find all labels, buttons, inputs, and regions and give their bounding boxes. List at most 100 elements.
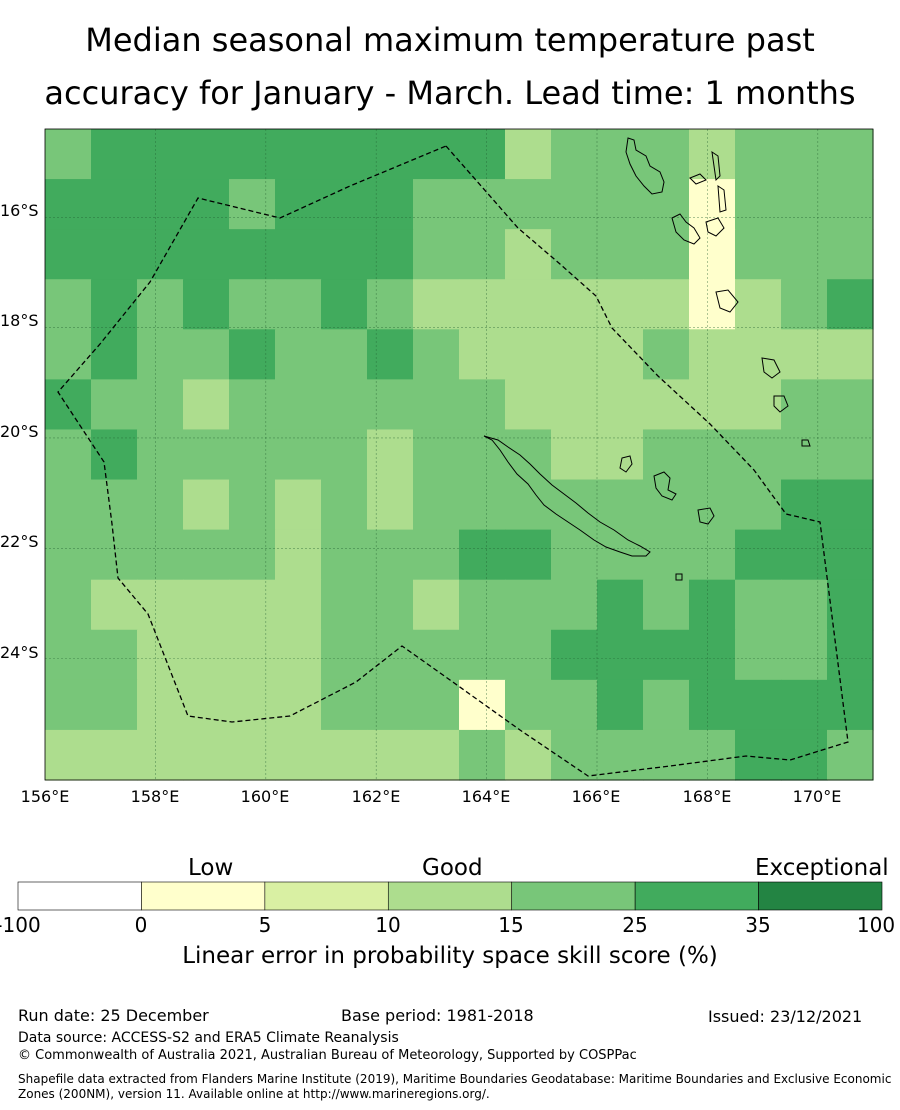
- grid-cell: [689, 329, 736, 380]
- grid-cell: [321, 279, 368, 330]
- grid-cell: [367, 129, 414, 180]
- grid-cell: [229, 279, 276, 330]
- aneityum-coastline: [773, 395, 789, 413]
- grid-cell: [551, 129, 598, 180]
- grid-cell: [735, 479, 782, 531]
- grid-cell: [597, 729, 644, 781]
- grid-cell: [827, 579, 874, 631]
- grid-cell: [643, 229, 690, 280]
- grid-cell: [735, 529, 782, 581]
- grid-cell: [413, 329, 460, 380]
- grid-cell: [367, 479, 414, 531]
- grid-cell: [137, 279, 184, 330]
- grid-cell: [505, 329, 552, 380]
- grid-cell: [643, 479, 690, 531]
- grid-cell: [643, 179, 690, 230]
- grid-cell: [551, 529, 598, 581]
- ambae-coastline: [689, 173, 707, 185]
- grid-cell: [413, 679, 460, 731]
- grid-cell: [321, 579, 368, 631]
- isle-of-pines-coastline: [675, 573, 683, 581]
- grid-cell: [597, 529, 644, 581]
- grid-cell: [781, 529, 828, 581]
- grid-cell: [551, 229, 598, 280]
- colorbar-segment: [758, 881, 883, 911]
- grid-cell: [321, 179, 368, 230]
- grid-cell: [643, 379, 690, 431]
- grid-cell: [551, 179, 598, 230]
- grid-cell: [321, 229, 368, 280]
- grid-cell: [275, 429, 322, 481]
- tick-25: 25: [622, 913, 648, 937]
- colorbar-segment: [264, 881, 389, 911]
- grid-cell: [45, 629, 92, 681]
- grid-cell: [321, 129, 368, 180]
- grid-cell: [183, 579, 230, 631]
- grid-cell: [45, 479, 92, 531]
- grid-cell: [597, 329, 644, 380]
- grid-cell: [275, 379, 322, 431]
- run-date: Run date: 25 December: [18, 1006, 209, 1025]
- grid-cell: [505, 529, 552, 581]
- grid-cell: [827, 129, 874, 180]
- grid-cell: [781, 279, 828, 330]
- grid-cell: [551, 679, 598, 731]
- grid-cell: [597, 579, 644, 631]
- grid-cell: [183, 179, 230, 230]
- grid-cell: [643, 529, 690, 581]
- grid-cell: [91, 279, 138, 330]
- grid-cell: [827, 429, 874, 481]
- grid-cell: [597, 429, 644, 481]
- grid-cell: [643, 729, 690, 781]
- grid-cell: [321, 479, 368, 531]
- grid-cell: [275, 179, 322, 230]
- grid-cell: [137, 479, 184, 531]
- grid-cell: [367, 179, 414, 230]
- grid-cell: [643, 429, 690, 481]
- grid-cell: [643, 279, 690, 330]
- grid-cell: [275, 529, 322, 581]
- graticule: [45, 129, 873, 780]
- grid-cell: [91, 329, 138, 380]
- grid-cell: [275, 479, 322, 531]
- grid-cell: [505, 129, 552, 180]
- grid-cell: [45, 429, 92, 481]
- grid-cell: [735, 129, 782, 180]
- grid-cell: [137, 329, 184, 380]
- grid-cell: [459, 679, 506, 731]
- grid-cell: [413, 229, 460, 280]
- pentecost-coastline: [717, 185, 727, 213]
- grid-cell: [689, 529, 736, 581]
- grid-cell: [91, 529, 138, 581]
- tick-5: 5: [258, 913, 272, 937]
- grid-cell: [321, 429, 368, 481]
- grid-cell: [781, 629, 828, 681]
- grid-cell: [827, 479, 874, 531]
- colorbar-segment: [17, 881, 142, 911]
- grid-cell: [505, 379, 552, 431]
- grid-cell: [459, 129, 506, 180]
- grid-cell: [229, 729, 276, 781]
- grid-cell: [735, 329, 782, 380]
- map-title: Median seasonal maximum temperature past…: [0, 14, 900, 120]
- grid-cell: [505, 729, 552, 781]
- grid-cell: [367, 579, 414, 631]
- lon-label-168e: 168°E: [682, 787, 732, 806]
- grid-cell: [735, 629, 782, 681]
- grid-cell: [91, 229, 138, 280]
- colorbar-title: Linear error in probability space skill …: [182, 943, 718, 969]
- grid-cell: [275, 129, 322, 180]
- lat-label-20s: 20°S: [0, 422, 39, 441]
- grid-cell: [413, 479, 460, 531]
- grid-cell: [413, 729, 460, 781]
- mare-coastline: [697, 507, 715, 525]
- grid-cell: [229, 579, 276, 631]
- lon-label-170e: 170°E: [792, 787, 842, 806]
- grid-cell: [321, 729, 368, 781]
- grid-cell: [137, 429, 184, 481]
- grid-cell: [183, 429, 230, 481]
- grid-cell: [689, 729, 736, 781]
- grid-cell: [321, 629, 368, 681]
- grid-cell: [137, 229, 184, 280]
- grid-cell: [229, 479, 276, 531]
